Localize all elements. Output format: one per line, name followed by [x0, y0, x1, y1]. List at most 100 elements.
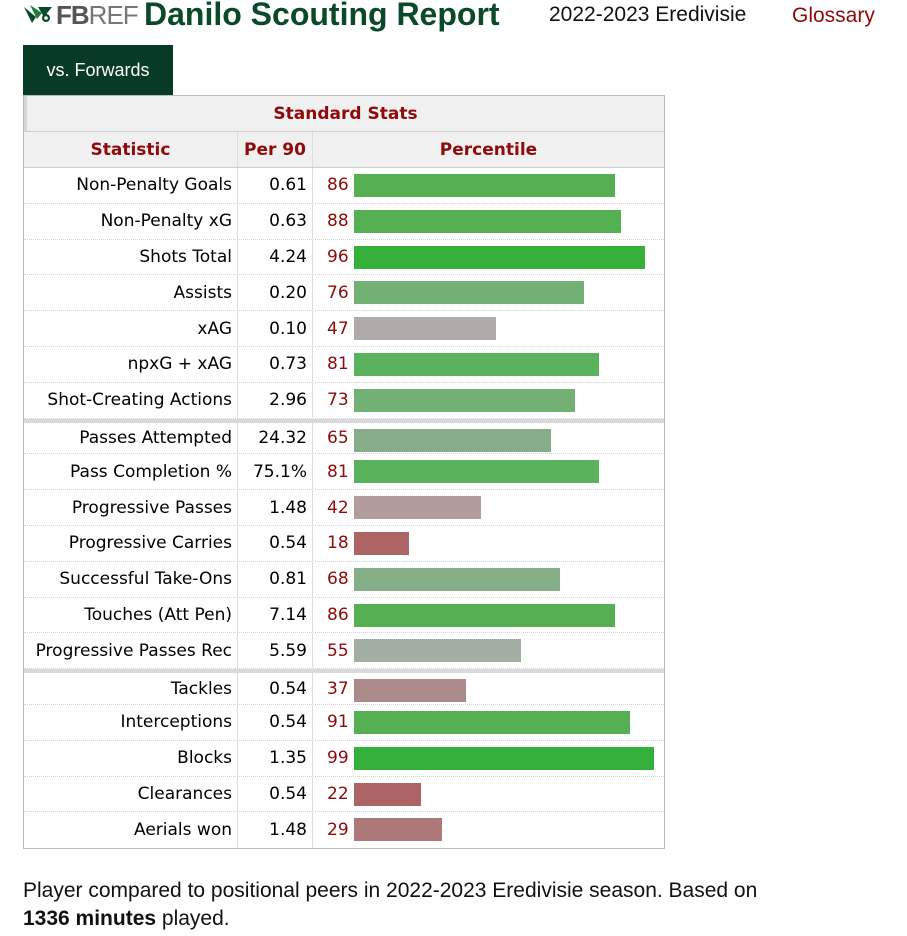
percentile-bar — [354, 281, 585, 305]
logo-text-ref: REF — [88, 0, 139, 30]
table-row: Touches (Att Pen) 7.14 86 — [24, 597, 664, 634]
stat-name: Progressive Passes Rec — [24, 633, 238, 669]
standard-stats-table: Standard Stats Statistic Per 90 Percenti… — [23, 95, 665, 850]
table-row: Clearances 0.54 22 — [24, 776, 664, 813]
stat-per90: 0.54 — [238, 525, 313, 561]
percentile-value: 29 — [327, 820, 349, 841]
percentile-bar-track — [354, 679, 657, 703]
percentile-value: 81 — [327, 461, 349, 482]
stat-name: Blocks — [24, 740, 238, 776]
stat-per90: 0.73 — [238, 346, 313, 382]
percentile-cell: 81 — [313, 347, 664, 382]
logo-text-fb: FB — [56, 0, 90, 30]
fbref-leaf-icon — [24, 5, 52, 23]
glossary-link[interactable]: Glossary — [792, 4, 875, 27]
table-caption: Standard Stats — [24, 96, 664, 132]
stat-per90: 0.54 — [238, 673, 313, 704]
percentile-bar — [354, 679, 467, 703]
percentile-cell: 47 — [313, 311, 664, 346]
table-row: Blocks 1.35 99 — [24, 740, 664, 777]
stat-name: Progressive Carries — [24, 525, 238, 561]
stat-per90: 5.59 — [238, 633, 313, 669]
percentile-cell: 55 — [313, 633, 664, 668]
percentile-cell: 99 — [313, 741, 664, 776]
percentile-cell: 81 — [313, 454, 664, 489]
stat-per90: 1.48 — [238, 812, 313, 849]
percentile-value: 18 — [327, 533, 349, 554]
stat-name: Passes Attempted — [24, 422, 238, 454]
stat-per90: 0.20 — [238, 275, 313, 311]
percentile-bar — [354, 746, 654, 770]
table-row: xAG 0.10 47 — [24, 311, 664, 347]
stat-name: Shot-Creating Actions — [24, 382, 238, 418]
percentile-cell: 18 — [313, 526, 664, 561]
percentile-bar — [354, 317, 497, 341]
percentile-value: 91 — [327, 712, 349, 733]
table-row: npxG + xAG 0.73 81 — [24, 346, 664, 383]
stat-name: Touches (Att Pen) — [24, 597, 238, 633]
percentile-bar-track — [354, 496, 657, 520]
column-header-statistic[interactable]: Statistic — [24, 132, 238, 167]
percentile-cell: 42 — [313, 490, 664, 525]
table-row: Progressive Passes 1.48 42 — [24, 490, 664, 526]
percentile-bar-track — [354, 782, 657, 806]
stat-per90: 0.10 — [238, 311, 313, 346]
percentile-value: 68 — [327, 569, 349, 590]
stat-per90: 0.54 — [238, 704, 313, 740]
percentile-value: 73 — [327, 390, 349, 411]
percentile-cell: 29 — [313, 812, 664, 848]
percentile-value: 88 — [327, 211, 349, 232]
table-row: Progressive Passes Rec 5.59 55 — [24, 633, 664, 670]
stat-name: npxG + xAG — [24, 346, 238, 382]
percentile-value: 65 — [327, 427, 349, 448]
percentile-value: 22 — [327, 783, 349, 804]
percentile-bar-track — [354, 639, 657, 663]
percentile-bar-track — [354, 460, 657, 484]
column-header-per90[interactable]: Per 90 — [238, 132, 313, 167]
stat-per90: 0.63 — [238, 203, 313, 239]
percentile-bar-track — [354, 281, 657, 305]
table-row: Assists 0.20 76 — [24, 275, 664, 312]
stat-per90: 2.96 — [238, 382, 313, 418]
percentile-value: 47 — [327, 318, 349, 339]
fbref-logo[interactable]: FBREF — [22, 0, 139, 30]
percentile-bar — [354, 245, 645, 269]
stat-per90: 1.48 — [238, 490, 313, 525]
percentile-bar-track — [354, 209, 657, 233]
percentile-cell: 76 — [313, 275, 664, 310]
percentile-value: 86 — [327, 175, 349, 196]
percentile-bar — [354, 388, 576, 412]
stat-name: Non-Penalty xG — [24, 203, 238, 239]
percentile-bar-track — [354, 388, 657, 412]
table-row: Aerials won 1.48 29 — [24, 812, 664, 849]
percentile-cell: 22 — [313, 777, 664, 812]
percentile-bar-track — [354, 531, 657, 555]
percentile-cell: 73 — [313, 383, 664, 418]
stat-name: xAG — [24, 311, 238, 346]
percentile-cell: 88 — [313, 204, 664, 239]
season-label: 2022-2023 Eredivisie — [549, 3, 747, 26]
percentile-bar — [354, 531, 409, 555]
percentile-bar — [354, 174, 615, 197]
percentile-bar-track — [354, 317, 657, 341]
percentile-bar-track — [354, 746, 657, 770]
percentile-value: 42 — [327, 497, 349, 518]
column-header-percentile[interactable]: Percentile — [439, 139, 538, 160]
percentile-bar — [354, 428, 551, 452]
table-header-row: Statistic Per 90 Percentile — [24, 132, 664, 168]
table-row: Pass Completion % 75.1% 81 — [24, 454, 664, 491]
percentile-bar — [354, 782, 421, 806]
tab-vs-forwards[interactable]: vs. Forwards — [23, 45, 173, 95]
table-row: Passes Attempted 24.32 65 — [24, 418, 664, 455]
percentile-value: 55 — [327, 640, 349, 661]
stat-name: Progressive Passes — [24, 490, 238, 525]
percentile-bar — [354, 818, 442, 842]
percentile-cell: 91 — [313, 705, 664, 740]
table-row: Successful Take-Ons 0.81 68 — [24, 561, 664, 598]
percentile-bar — [354, 639, 521, 663]
stat-name: Aerials won — [24, 812, 238, 849]
note-prefix: Player compared to positional peers in 2… — [23, 879, 758, 902]
stat-per90: 1.35 — [238, 740, 313, 776]
percentile-bar — [354, 352, 600, 376]
percentile-value: 96 — [327, 246, 349, 267]
